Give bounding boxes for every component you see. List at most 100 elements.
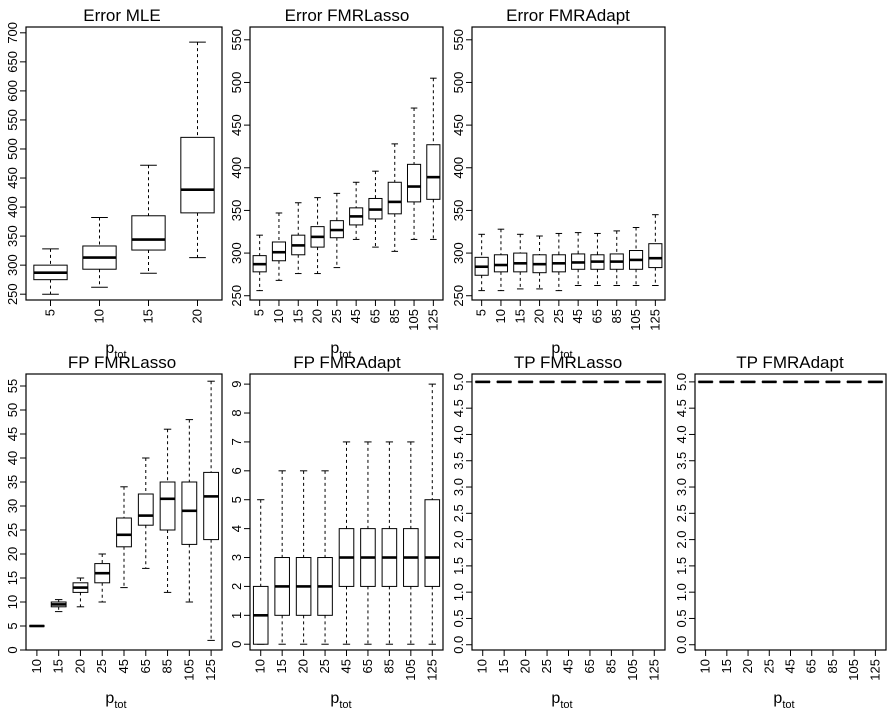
y-tick-label: 55 xyxy=(5,379,20,393)
y-tick-label: 7 xyxy=(229,438,244,445)
y-tick-label: 4.0 xyxy=(451,425,466,443)
y-tick-label: 550 xyxy=(229,29,244,51)
y-tick-label: 15 xyxy=(5,571,20,585)
panel-title: TP FMRLasso xyxy=(514,353,622,372)
y-tick-label: 3.5 xyxy=(451,452,466,470)
box-20 xyxy=(72,577,89,608)
x-tick-label: 20 xyxy=(310,309,325,323)
box-125 xyxy=(648,214,663,286)
x-tick-label: 20 xyxy=(296,659,311,673)
y-tick-label: 300 xyxy=(229,242,244,264)
box-20 xyxy=(295,470,312,645)
x-tick-label: 45 xyxy=(561,659,576,673)
box-5 xyxy=(474,233,489,292)
y-tick-label: 35 xyxy=(5,475,20,489)
x-tick-label: 45 xyxy=(570,309,585,323)
x-tick-label: 25 xyxy=(317,659,332,673)
box-105 xyxy=(628,226,644,286)
box-20 xyxy=(180,41,215,259)
box-15 xyxy=(131,164,166,274)
y-tick-label: 600 xyxy=(5,80,20,102)
x-tick-label: 20 xyxy=(72,659,87,673)
x-tick-label: 65 xyxy=(804,659,819,673)
y-tick-label: 25 xyxy=(5,523,20,537)
x-tick-label: 105 xyxy=(406,309,421,331)
x-tick-label: 45 xyxy=(348,309,363,323)
x-tick-label: 45 xyxy=(339,659,354,673)
y-tick-label: 2.0 xyxy=(674,531,689,549)
x-axis-label: ptot xyxy=(330,340,351,361)
iqr-box xyxy=(137,493,154,526)
x-tick-label: 65 xyxy=(360,659,375,673)
x-tick-label: 5 xyxy=(474,309,489,316)
y-tick-label: 0.5 xyxy=(451,609,466,627)
y-tick-label: 1 xyxy=(229,612,244,619)
x-tick-label: 15 xyxy=(512,309,527,323)
iqr-box xyxy=(203,471,220,541)
x-tick-label: 25 xyxy=(539,659,554,673)
panel-title: FP FMRAdapt xyxy=(293,353,401,372)
x-tick-label: 15 xyxy=(290,309,305,323)
x-tick-label: 85 xyxy=(381,659,396,673)
y-tick-label: 500 xyxy=(5,138,20,160)
iqr-box xyxy=(424,499,441,587)
y-tick-label: 2.5 xyxy=(451,504,466,522)
box-20 xyxy=(310,197,325,275)
y-tick-label: 8 xyxy=(229,409,244,416)
x-tick-label: 10 xyxy=(92,309,107,323)
box-125 xyxy=(203,380,220,641)
x-tick-label: 125 xyxy=(867,659,882,681)
iqr-box xyxy=(181,481,198,545)
y-tick-label: 5.0 xyxy=(674,373,689,391)
y-tick-label: 3.0 xyxy=(451,478,466,496)
box-45 xyxy=(571,232,586,286)
x-tick-label: 65 xyxy=(582,659,597,673)
x-tick-label: 105 xyxy=(846,659,861,681)
box-85 xyxy=(381,441,398,645)
box-25 xyxy=(329,192,344,269)
box-85 xyxy=(159,428,176,593)
x-tick-label: 20 xyxy=(740,659,755,673)
panel-error-mle: Error MLE 250 300 350 400 450 500 550 600 650 700 5… xyxy=(5,6,223,361)
x-tick-label: 10 xyxy=(29,659,44,673)
box-85 xyxy=(387,143,402,252)
box-105 xyxy=(181,419,198,603)
box-105 xyxy=(406,107,422,240)
iqr-box xyxy=(387,181,402,215)
y-tick-label: 5.0 xyxy=(451,373,466,391)
x-tick-label: 85 xyxy=(609,309,624,323)
y-tick-label: 550 xyxy=(5,109,20,131)
x-tick-label: 25 xyxy=(761,659,776,673)
x-tick-label: 25 xyxy=(551,309,566,323)
box-5 xyxy=(33,248,68,295)
panel-tp-fmradapt: TP FMRAdapt 0.0 0.5 1.0 1.5 2.0 2.5 3.0 3.5 4.0 4.… xyxy=(674,353,887,709)
x-tick-label: 15 xyxy=(496,659,511,673)
y-tick-label: 4.5 xyxy=(451,399,466,417)
x-tick-label: 45 xyxy=(783,659,798,673)
x-axis-label: ptot xyxy=(330,690,351,709)
x-tick-label: 125 xyxy=(425,309,440,331)
x-axis-label: ptot xyxy=(551,340,572,361)
y-tick-label: 30 xyxy=(5,499,20,513)
y-tick-label: 350 xyxy=(229,200,244,222)
y-tick-label: 300 xyxy=(5,254,20,276)
y-tick-label: 40 xyxy=(5,451,20,465)
y-tick-label: 450 xyxy=(5,167,20,189)
y-tick-label: 500 xyxy=(451,72,466,94)
y-tick-label: 250 xyxy=(451,285,466,307)
iqr-box xyxy=(131,215,166,251)
panel-fp-fmrlasso: FP FMRLasso 0 5 10 15 20 25 30 35 40 45 50 55 10 15 20 2… xyxy=(5,353,223,709)
box-125 xyxy=(424,383,441,645)
y-tick-label: 0 xyxy=(229,641,244,648)
y-tick-label: 0 xyxy=(5,646,20,653)
y-tick-label: 4.5 xyxy=(674,399,689,417)
y-tick-label: 400 xyxy=(451,157,466,179)
box-25 xyxy=(94,553,111,603)
x-tick-label: 5 xyxy=(252,309,267,316)
y-tick-label: 0.5 xyxy=(674,609,689,627)
panel-title: Error FMRAdapt xyxy=(506,6,630,25)
y-tick-label: 700 xyxy=(5,22,20,44)
x-tick-label: 10 xyxy=(271,309,286,323)
y-tick-label: 50 xyxy=(5,403,20,417)
box-10 xyxy=(252,499,269,645)
